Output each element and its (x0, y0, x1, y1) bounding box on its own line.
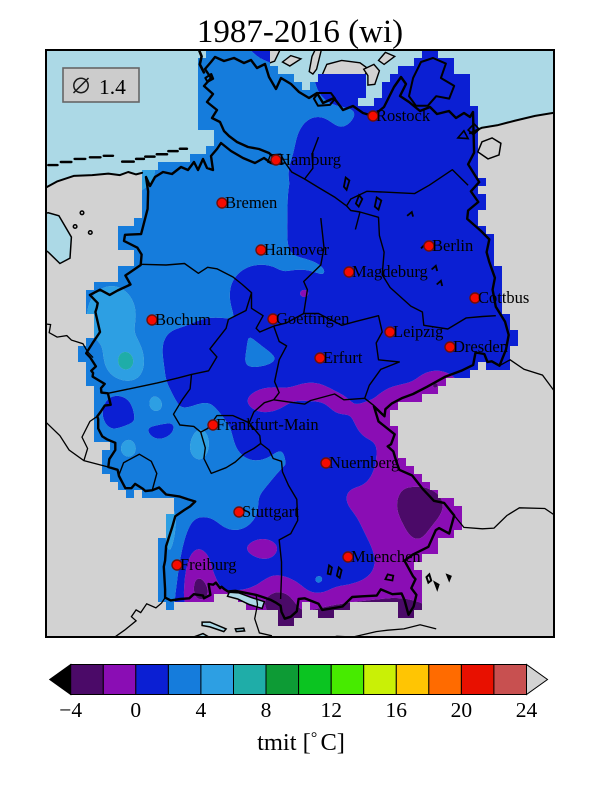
svg-text:Dresden: Dresden (453, 337, 508, 356)
svg-text:Muenchen: Muenchen (351, 547, 421, 566)
svg-text:Bremen: Bremen (225, 193, 277, 212)
svg-text:Magdeburg: Magdeburg (352, 262, 428, 281)
svg-text:1987-2016 (wi): 1987-2016 (wi) (197, 14, 403, 50)
svg-text:Nuernberg: Nuernberg (329, 453, 399, 472)
svg-text:Bochum: Bochum (155, 310, 211, 329)
svg-text:8: 8 (261, 698, 272, 722)
svg-text:Hannover: Hannover (264, 240, 330, 259)
svg-text:12: 12 (320, 698, 342, 722)
svg-text:Erfurt: Erfurt (323, 348, 363, 367)
svg-text:Stuttgart: Stuttgart (242, 502, 299, 521)
svg-text:16: 16 (386, 698, 408, 722)
svg-text:Leipzig: Leipzig (393, 322, 443, 341)
svg-text:0: 0 (130, 698, 141, 722)
svg-text:Hamburg: Hamburg (279, 150, 341, 169)
svg-text:−4: −4 (59, 698, 82, 722)
svg-text:Frankfurt-Main: Frankfurt-Main (216, 415, 319, 434)
svg-text:Goettingen: Goettingen (276, 309, 349, 328)
svg-text:Berlin: Berlin (432, 236, 473, 255)
svg-text:tmit [° C]: tmit [° C] (257, 729, 345, 756)
svg-text:20: 20 (451, 698, 473, 722)
svg-text:Rostock: Rostock (376, 106, 431, 125)
svg-text:4: 4 (196, 698, 207, 722)
svg-text:Cottbus: Cottbus (478, 288, 529, 307)
svg-text:24: 24 (516, 698, 538, 722)
svg-text:1.4: 1.4 (99, 75, 126, 99)
svg-text:Freiburg: Freiburg (180, 555, 237, 574)
